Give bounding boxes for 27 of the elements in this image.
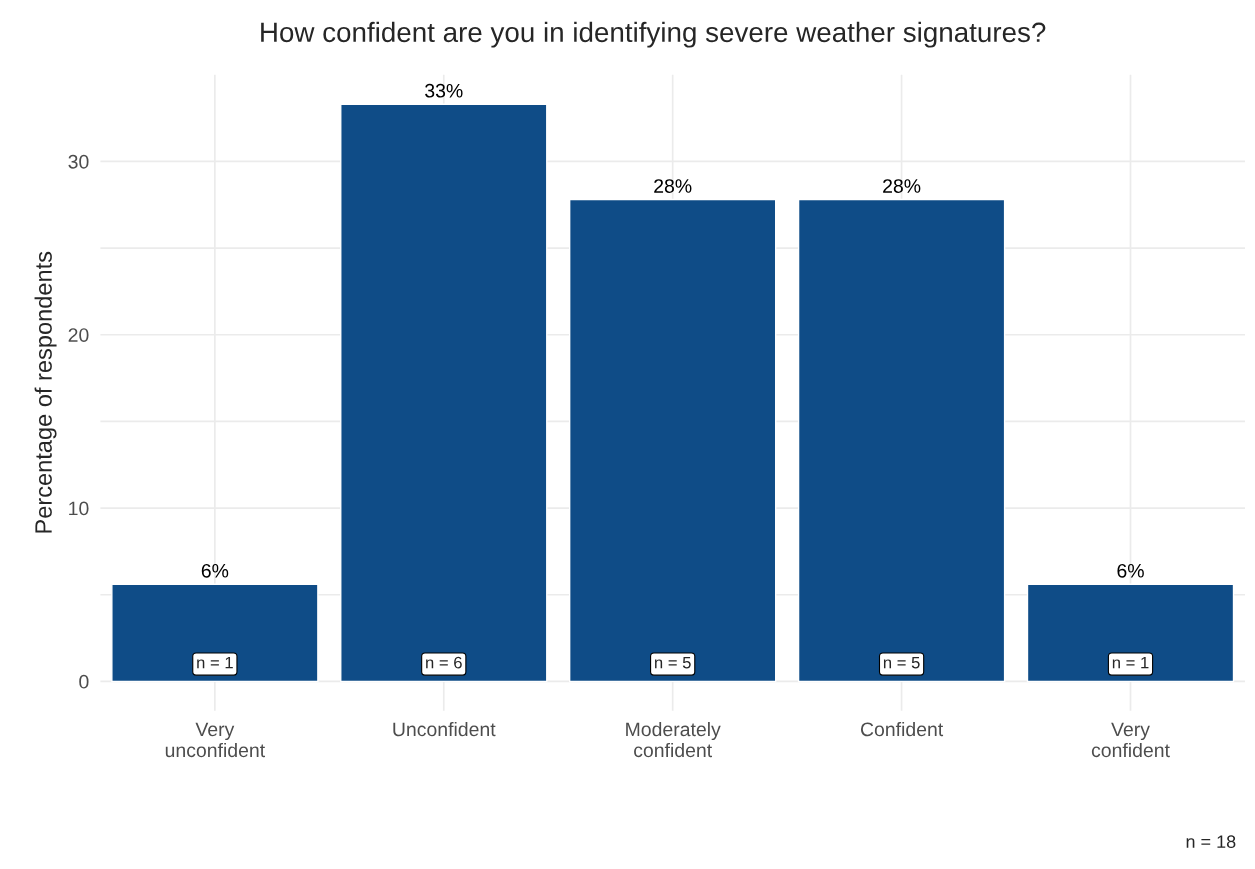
annotation: n = 5 xyxy=(883,656,920,669)
annotation: n = 1 xyxy=(197,656,233,669)
bar xyxy=(568,198,777,683)
y-tick-label: 10 xyxy=(69,501,89,516)
bar xyxy=(111,583,319,683)
annotation: n = 5 xyxy=(655,656,691,669)
x-tick-label: Confident xyxy=(860,721,944,737)
data-label: 33% xyxy=(425,83,463,98)
x-tick-label: Very confident xyxy=(1091,722,1170,758)
chart-title: How confident are you in identifying severe weather signatures? xyxy=(261,21,1046,48)
data-label: 28% xyxy=(883,179,921,193)
y-tick-label: 30 xyxy=(68,154,89,169)
bar xyxy=(1026,583,1235,683)
bar xyxy=(340,103,548,683)
x-tick-label: Unconfident xyxy=(393,721,496,737)
x-tick-label: Very unconfident xyxy=(165,722,265,758)
annotation: n = 6 xyxy=(426,656,462,669)
bar xyxy=(797,198,1006,683)
data-label: 6% xyxy=(201,563,229,578)
x-tick-label: Moderately confident xyxy=(626,721,721,758)
annotation: n = 1 xyxy=(1112,656,1149,669)
y-tick-label: 20 xyxy=(68,328,89,342)
y-tick-label: 0 xyxy=(79,674,89,689)
text: n = 18 xyxy=(1186,835,1236,849)
data-label: 6% xyxy=(1117,563,1144,578)
y-axis-title: Percentage of respondents xyxy=(34,251,57,533)
data-label: 28% xyxy=(654,179,692,193)
